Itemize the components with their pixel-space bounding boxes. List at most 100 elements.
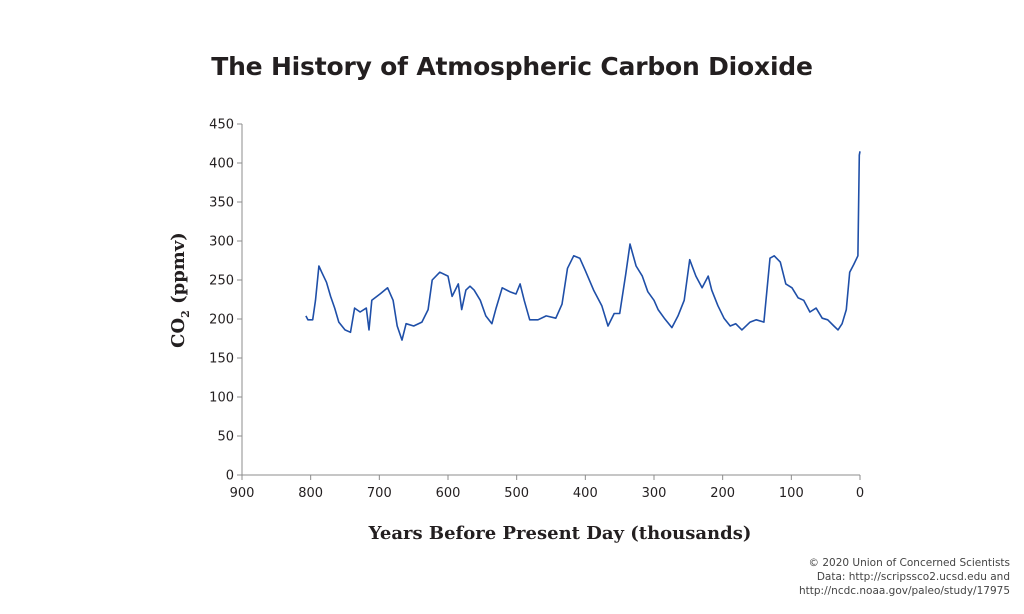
x-tick-label: 600 bbox=[436, 486, 461, 501]
series-line-co2 bbox=[305, 151, 861, 341]
data-point bbox=[838, 329, 839, 330]
y-axis-title: CO2 (ppmv) bbox=[168, 232, 192, 348]
data-point bbox=[318, 265, 319, 266]
y-tick-label: 400 bbox=[209, 157, 234, 172]
credit-copyright: © 2020 Union of Concerned Scientists bbox=[808, 557, 1010, 569]
data-point bbox=[345, 329, 346, 330]
data-point bbox=[717, 305, 718, 306]
data-point bbox=[827, 319, 828, 320]
data-point bbox=[792, 287, 793, 288]
x-axis-title: Years Before Present Day (thousands) bbox=[368, 523, 752, 544]
data-point bbox=[741, 329, 742, 330]
data-point bbox=[432, 280, 433, 281]
data-point bbox=[480, 300, 481, 301]
data-point bbox=[601, 305, 602, 306]
data-point bbox=[458, 283, 459, 284]
data-point bbox=[338, 322, 339, 323]
data-point bbox=[849, 272, 850, 273]
data-point bbox=[724, 318, 725, 319]
data-point bbox=[465, 290, 466, 291]
data-point bbox=[689, 259, 690, 260]
chart-title: The History of Atmospheric Carbon Dioxid… bbox=[211, 52, 813, 81]
data-point bbox=[619, 313, 620, 314]
data-point bbox=[629, 244, 630, 245]
data-point bbox=[770, 258, 771, 259]
y-tick-label: 100 bbox=[209, 391, 234, 406]
data-point bbox=[711, 290, 712, 291]
credit-data-source-2: http://ncdc.noaa.gov/paleo/study/17975 bbox=[799, 585, 1010, 597]
x-tick-label: 0 bbox=[856, 486, 864, 501]
credit-data-source-1: Data: http://scripssco2.ucsd.edu and bbox=[816, 571, 1010, 583]
data-point bbox=[397, 326, 398, 327]
y-tick-label: 250 bbox=[209, 274, 234, 289]
data-point bbox=[334, 308, 335, 309]
data-point bbox=[485, 315, 486, 316]
data-point bbox=[406, 323, 407, 324]
data-point bbox=[654, 300, 655, 301]
data-point bbox=[369, 329, 370, 330]
data-point bbox=[502, 287, 503, 288]
data-point bbox=[573, 255, 574, 256]
data-point bbox=[859, 155, 860, 156]
y-axis-title-main: CO bbox=[168, 318, 189, 348]
data-point bbox=[474, 290, 475, 291]
data-point bbox=[360, 311, 361, 312]
x-tick-label: 700 bbox=[367, 486, 392, 501]
data-point bbox=[354, 308, 355, 309]
data-point bbox=[524, 300, 525, 301]
data-point bbox=[684, 300, 685, 301]
x-tick-label: 200 bbox=[710, 486, 735, 501]
data-point bbox=[730, 326, 731, 327]
data-point bbox=[321, 272, 322, 273]
data-point bbox=[671, 327, 672, 328]
data-point bbox=[625, 273, 626, 274]
data-point bbox=[842, 323, 843, 324]
data-point bbox=[853, 264, 854, 265]
y-tick-label: 450 bbox=[209, 118, 234, 133]
data-point bbox=[330, 296, 331, 297]
data-point bbox=[491, 323, 492, 324]
data-point bbox=[647, 291, 648, 292]
y-tick-label: 350 bbox=[209, 196, 234, 211]
data-point bbox=[555, 318, 556, 319]
data-point bbox=[780, 262, 781, 263]
y-tick-label: 300 bbox=[209, 235, 234, 250]
data-point bbox=[520, 283, 521, 284]
y-tick-label: 0 bbox=[226, 469, 234, 484]
data-point bbox=[421, 322, 422, 323]
data-point bbox=[461, 309, 462, 310]
data-point bbox=[607, 326, 608, 327]
data-point bbox=[380, 294, 381, 295]
data-point bbox=[428, 309, 429, 310]
y-axis: 0 50 100 150 200 250 300 350 400 450 bbox=[209, 118, 243, 484]
data-point bbox=[614, 313, 615, 314]
data-point bbox=[469, 286, 470, 287]
y-tick-label: 50 bbox=[217, 430, 234, 445]
data-point bbox=[809, 311, 810, 312]
data-point bbox=[387, 287, 388, 288]
data-point bbox=[763, 322, 764, 323]
data-point bbox=[664, 318, 665, 319]
data-point bbox=[833, 326, 834, 327]
data-point bbox=[413, 326, 414, 327]
data-point bbox=[774, 255, 775, 256]
y-tick-label: 200 bbox=[209, 313, 234, 328]
data-point bbox=[785, 283, 786, 284]
y-axis-title-subscript: 2 bbox=[179, 310, 192, 318]
data-point bbox=[593, 290, 594, 291]
data-point bbox=[509, 291, 510, 292]
data-point bbox=[546, 315, 547, 316]
data-point bbox=[515, 294, 516, 295]
x-tick-label: 300 bbox=[642, 486, 667, 501]
data-point bbox=[393, 300, 394, 301]
data-point bbox=[750, 322, 751, 323]
data-point bbox=[798, 297, 799, 298]
data-point bbox=[366, 308, 367, 309]
data-point bbox=[857, 255, 858, 256]
data-point bbox=[756, 319, 757, 320]
y-axis-title-suffix: (ppmv) bbox=[168, 232, 189, 310]
series-group bbox=[305, 151, 861, 341]
data-point bbox=[585, 270, 586, 271]
x-tick-label: 800 bbox=[298, 486, 323, 501]
data-point bbox=[567, 268, 568, 269]
